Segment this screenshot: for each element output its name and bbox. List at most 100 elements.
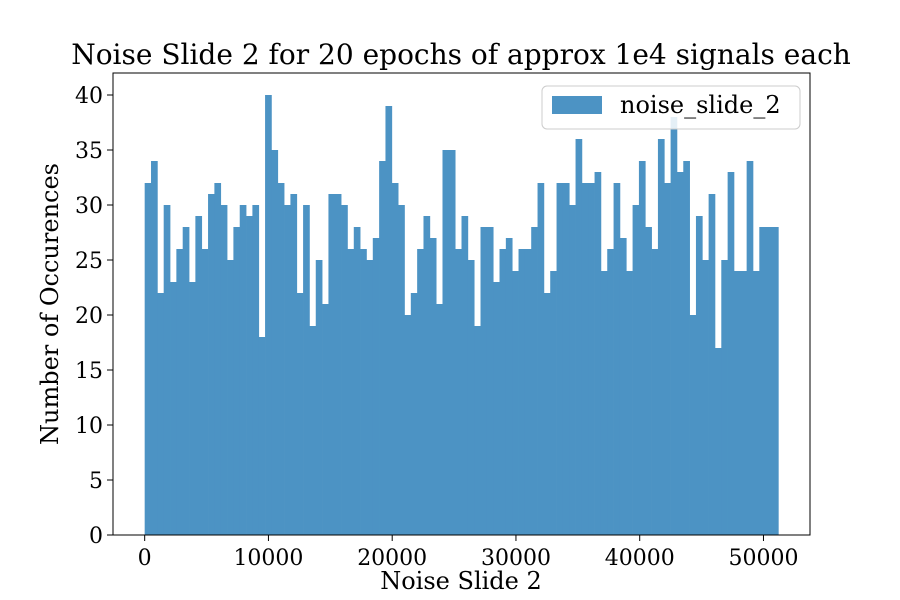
histogram-bar [524,249,532,535]
histogram-bar [258,337,266,535]
histogram-bar [486,227,494,535]
histogram-bar [695,216,703,535]
histogram-bar [721,260,728,535]
histogram-bar [493,282,500,535]
histogram-bar [442,150,450,535]
histogram-bar [360,249,367,535]
histogram-bar [461,216,469,535]
histogram-bar [518,249,526,535]
histogram-bar [455,249,462,535]
x-tick-label: 30000 [481,546,551,571]
chart-title: Noise Slide 2 for 20 epochs of approx 1e… [71,38,851,71]
histogram-bar [702,260,709,535]
histogram-bar [398,205,405,535]
histogram-bar [581,183,589,535]
histogram-bar [543,293,551,535]
histogram-bar [271,150,279,535]
histogram-bar [708,194,716,535]
histogram-bar [201,249,209,535]
axes-frame [112,72,811,536]
histogram-bar [417,249,424,535]
histogram-bar [733,271,741,535]
histogram-bar [372,238,380,535]
histogram-bar [613,183,621,535]
histogram-bar [353,227,361,535]
x-axis-label: Noise Slide 2 [380,567,542,595]
histogram-bar [296,293,304,535]
histogram-bar [436,304,443,535]
histogram-bar [594,172,602,535]
histogram-bar [626,271,633,535]
histogram-bar [163,205,171,535]
y-axis-ticks: 0 5 10 15 20 25 30 35 40 [75,84,113,549]
x-tick-label: 20000 [357,546,427,571]
y-tick-label: 20 [75,304,103,329]
x-tick-label: 10000 [233,546,303,571]
histogram-bar [334,194,342,535]
histogram-bar [182,227,190,535]
x-tick-label: 50000 [728,546,798,571]
histogram-bar [771,227,779,535]
y-tick-label: 5 [89,469,103,494]
histogram-bar [727,172,735,535]
histogram-bar [347,249,355,535]
y-tick-label: 10 [75,414,103,439]
y-tick-label: 30 [75,194,103,219]
histogram-bar [607,249,614,535]
histogram-bar [176,249,184,535]
histogram-bar [227,260,234,535]
histogram-bar [683,161,690,535]
histogram-bar [619,238,627,535]
histogram-bar [214,183,222,535]
legend: noise_slide_2 [541,85,801,130]
histogram-bar [315,260,323,535]
legend-label: noise_slide_2 [620,91,781,119]
legend-box [541,85,801,130]
histogram-bar [429,238,437,535]
y-tick-label: 25 [75,249,103,274]
histogram-bar [505,238,513,535]
histogram-bar [670,117,678,535]
y-tick-label: 15 [75,359,103,384]
histogram-bar [309,326,317,535]
histogram-bar [651,249,659,535]
histogram-bar [423,216,431,535]
histogram-bar [550,271,557,535]
histogram-bar [676,172,684,535]
histogram-bar [385,106,393,535]
histogram-bar [341,205,348,535]
histogram-bar [239,205,247,535]
histogram-bar [265,95,272,535]
histogram-bar [537,183,545,535]
histogram-bar [157,293,165,535]
histogram-bar [645,227,652,535]
histogram-bar [410,293,418,535]
histogram-bar [277,183,285,535]
histogram-bar [600,271,608,535]
histogram-bar [714,348,722,535]
histogram-bar [759,227,766,535]
histogram-bar [189,282,196,535]
x-axis-ticks: 0 10000 20000 30000 40000 50000 [138,535,798,571]
histogram-bar [575,139,583,535]
histogram-bar [588,183,595,535]
histogram-bar [474,326,481,535]
histogram-bar [151,161,158,535]
legend-swatch [552,96,602,114]
histogram-bar [632,205,640,535]
y-tick-label: 0 [89,524,103,549]
histogram-bar [531,227,538,535]
x-tick-label: 40000 [605,546,675,571]
histogram-bar [195,216,203,535]
histogram-bar [170,282,177,535]
histogram-bar [252,205,260,535]
histogram-bar [448,150,456,535]
histogram-bar [752,271,760,535]
histogram-bar [562,183,570,535]
histogram-bar [499,249,507,535]
histogram-bar [284,205,291,535]
histogram-bar [303,205,310,535]
y-tick-label: 40 [75,84,103,109]
histogram-bar [322,304,329,535]
